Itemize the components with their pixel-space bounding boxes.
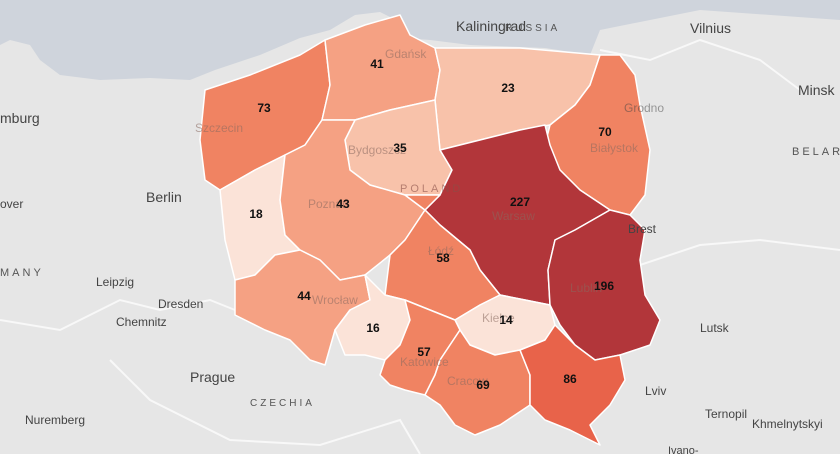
- value-label: 41: [370, 57, 384, 71]
- border-line-belarus-ukraine: [639, 238, 840, 266]
- value-label: 57: [417, 345, 431, 359]
- city-ternopil: Ternopil: [705, 407, 747, 421]
- city-khmelnytskyi: Khmelnytskyi: [752, 417, 823, 431]
- city-lutsk: Lutsk: [700, 321, 730, 335]
- value-label: 86: [563, 372, 577, 386]
- city-brest: Brest: [628, 222, 657, 236]
- value-label: 69: [476, 378, 490, 392]
- value-label: 44: [297, 289, 311, 303]
- city-grodno: Grodno: [624, 101, 664, 115]
- value-label: 14: [499, 313, 513, 327]
- country-label-russia: RUSSIA: [505, 23, 560, 34]
- city-berlin: Berlin: [146, 189, 182, 205]
- city-vilnius: Vilnius: [690, 20, 731, 36]
- city-prague: Prague: [190, 369, 235, 385]
- city-kaliningrad: Kaliningrad: [456, 18, 526, 34]
- value-label: 227: [510, 195, 530, 209]
- region-podkarpackie[interactable]: [519, 324, 626, 446]
- city-chemnitz: Chemnitz: [116, 315, 167, 329]
- value-label: 73: [257, 101, 271, 115]
- border-line-germany-czechia: [0, 298, 236, 332]
- value-label: 18: [249, 207, 263, 221]
- label-gdansk: Gdańsk: [385, 47, 427, 61]
- country-label-czechia: CZECHIA: [250, 398, 315, 409]
- ghost-labels: Szczecin Gdańsk Białystok Bydgoszcz Pozn…: [195, 47, 639, 388]
- country-label-belarus: BELAR: [792, 146, 840, 158]
- label-bialystok: Białystok: [590, 141, 639, 155]
- label-cracow: Cracow: [447, 374, 488, 388]
- country-label-germany: MANY: [0, 267, 44, 279]
- city-leipzig: Leipzig: [96, 275, 134, 289]
- label-lodz: Łódź: [428, 244, 454, 258]
- city-lviv: Lviv: [645, 384, 666, 398]
- border-line-belarus-lithuania: [599, 38, 801, 91]
- value-label: 23: [501, 81, 515, 95]
- label-warsaw: Warsaw: [492, 209, 535, 223]
- value-label: 43: [336, 197, 350, 211]
- label-szczecin: Szczecin: [195, 121, 243, 135]
- city-hanover: over: [0, 197, 23, 211]
- label-poznan: Poznań: [308, 197, 349, 211]
- label-katowice: Katowice: [400, 355, 449, 369]
- city-hamburg: mburg: [0, 110, 40, 126]
- label-bydgoszcz: Bydgoszcz: [348, 143, 406, 157]
- value-label: 196: [594, 279, 614, 293]
- city-minsk: Minsk: [798, 82, 836, 98]
- border-line-czechia-south: [109, 359, 421, 454]
- city-dresden: Dresden: [158, 297, 203, 311]
- value-label: 16: [366, 321, 380, 335]
- baltic-island: [45, 0, 240, 60]
- city-ivano: Ivano-: [668, 445, 699, 454]
- region-opolskie[interactable]: [334, 274, 411, 361]
- value-labels: 73 41 23 70 35 18 43 227 58 196 44 16 14…: [249, 57, 614, 392]
- label-kielce: Kielce: [482, 311, 515, 325]
- city-nuremberg: Nuremberg: [25, 413, 85, 427]
- country-label-poland: POLAND: [400, 183, 463, 195]
- value-label: 58: [436, 251, 450, 265]
- label-wroclaw: Wrocław: [312, 293, 358, 307]
- value-label: 70: [598, 125, 612, 139]
- label-lublin: Lublin: [570, 281, 602, 295]
- value-label: 35: [393, 141, 407, 155]
